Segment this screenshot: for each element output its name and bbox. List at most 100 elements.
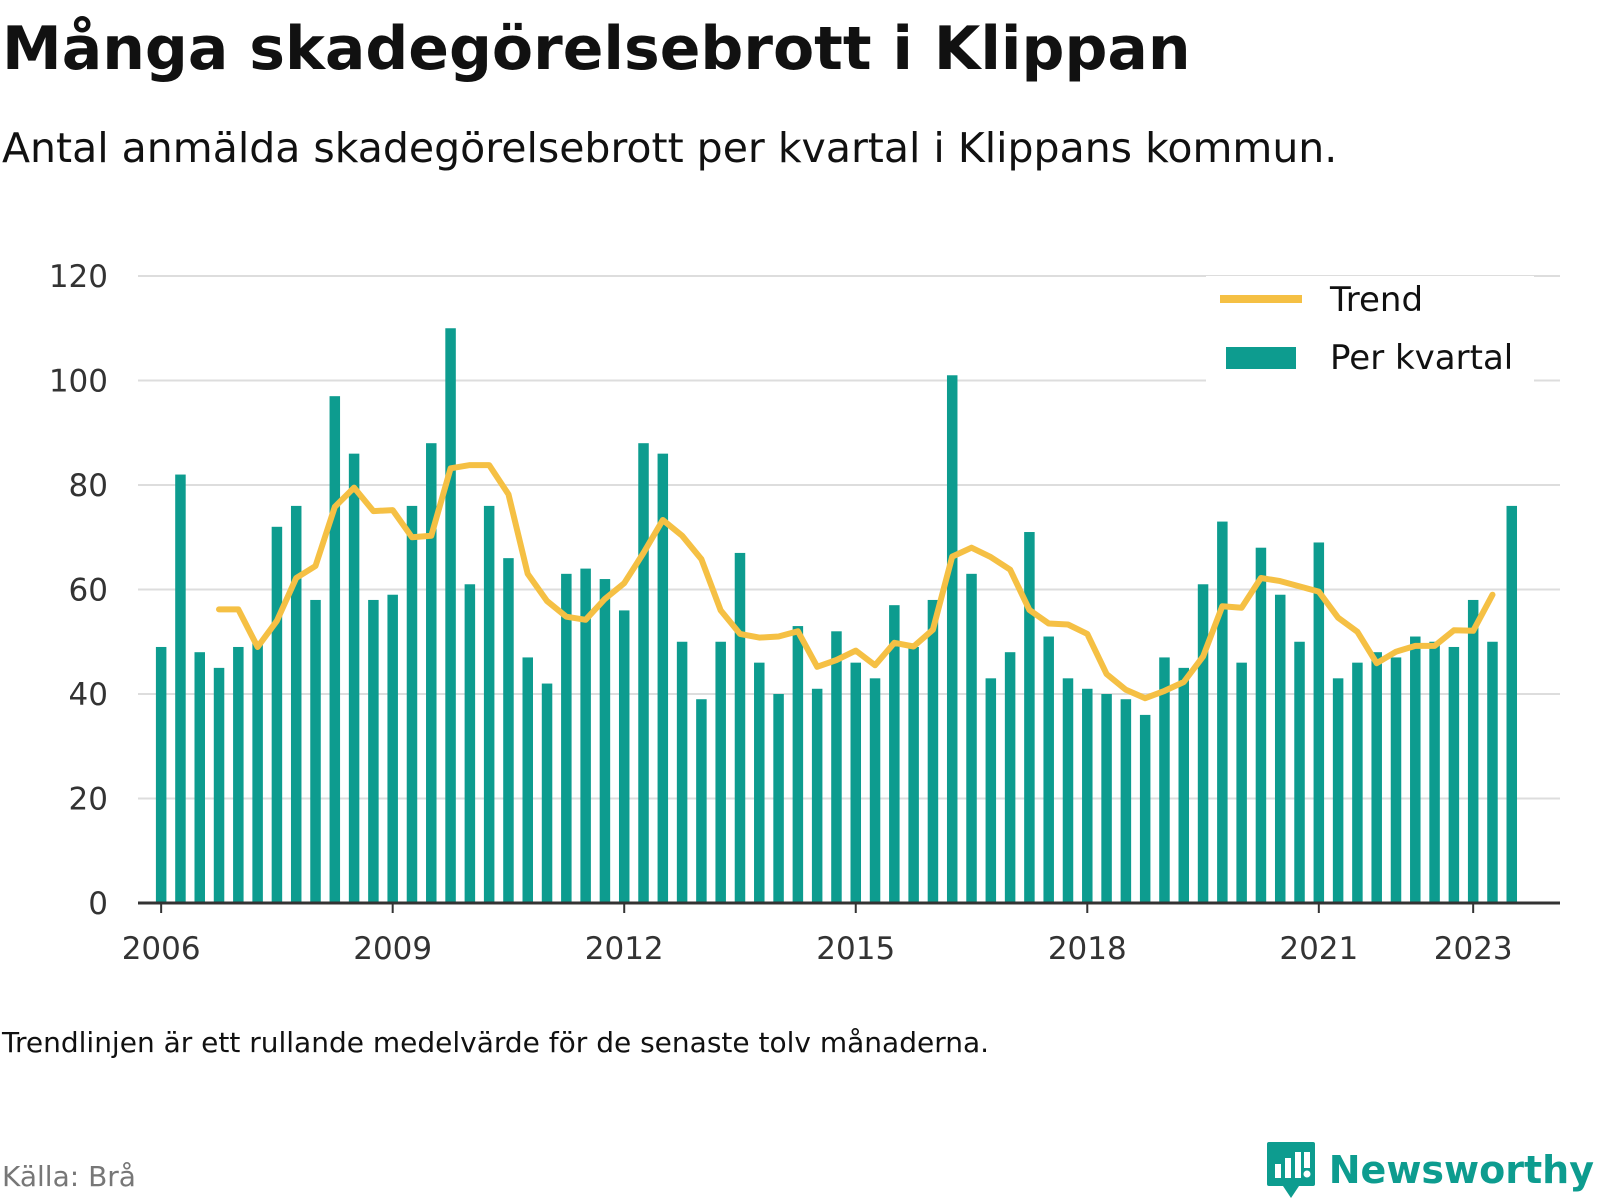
bar	[1274, 594, 1286, 903]
brand-name: Newsworthy	[1328, 1148, 1594, 1192]
y-tick-label: 60	[69, 573, 108, 609]
bar	[1197, 584, 1209, 903]
bar	[754, 662, 765, 903]
bar	[773, 694, 784, 903]
trend-line	[216, 462, 1496, 702]
bar	[696, 699, 707, 903]
legend-bar-label: Per kvartal	[1330, 338, 1513, 378]
bar	[831, 631, 842, 903]
bar	[271, 526, 283, 903]
bar	[1120, 699, 1132, 903]
bar	[233, 646, 244, 903]
bar	[1024, 532, 1035, 903]
bar	[638, 443, 649, 903]
bar	[580, 568, 591, 903]
bar	[811, 688, 823, 903]
bar	[387, 594, 398, 903]
bar	[1043, 636, 1054, 903]
y-tick-label: 120	[49, 259, 108, 295]
bar	[290, 505, 302, 903]
bar	[368, 599, 379, 903]
bar	[541, 683, 553, 903]
bar	[1506, 505, 1518, 903]
bar	[1313, 542, 1325, 903]
bar	[1467, 599, 1479, 903]
chart-subtitle: Antal anmälda skadegörelsebrott per kvar…	[2, 124, 1338, 172]
bar	[175, 474, 186, 903]
bar	[889, 605, 900, 903]
bar	[1062, 678, 1074, 903]
chart-title: Många skadegörelsebrott i Klippan	[2, 14, 1191, 84]
newsworthy-brand: Newsworthy	[1265, 1140, 1594, 1200]
legend: Trend Per kvartal	[1206, 276, 1534, 382]
y-tick-label: 40	[69, 677, 108, 713]
bar	[1487, 641, 1498, 903]
bar	[155, 646, 167, 903]
bar	[946, 375, 958, 903]
x-tick-label: 2012	[585, 931, 664, 967]
bar	[1004, 652, 1016, 903]
bar	[310, 599, 321, 903]
bar	[792, 626, 804, 903]
bar	[715, 641, 726, 903]
bar	[618, 610, 630, 903]
bar	[985, 678, 997, 903]
bar	[406, 505, 418, 903]
legend-bar-swatch	[1226, 347, 1296, 369]
bar	[213, 667, 225, 903]
bar	[850, 662, 862, 903]
y-tick-label: 20	[69, 782, 108, 818]
bar	[252, 641, 263, 903]
bar	[1294, 641, 1305, 903]
x-tick-label: 2006	[122, 931, 201, 967]
bar	[1371, 652, 1382, 903]
y-tick-label: 0	[88, 886, 108, 922]
x-tick-label: 2023	[1434, 931, 1513, 967]
bar	[1390, 657, 1402, 903]
bar	[1429, 641, 1440, 903]
x-tick-label: 2009	[353, 931, 432, 967]
bar	[1236, 662, 1247, 903]
bar	[908, 646, 919, 903]
x-tick-label: 2015	[816, 931, 895, 967]
legend-trend-label: Trend	[1329, 280, 1423, 320]
bar	[329, 396, 341, 903]
bar	[1448, 646, 1460, 903]
y-tick-label: 100	[49, 364, 108, 400]
bar	[869, 678, 881, 903]
bar	[348, 453, 360, 903]
x-tick-label: 2018	[1048, 931, 1127, 967]
bar	[599, 579, 611, 903]
bars-per-kvartal	[155, 328, 1518, 903]
footnote: Trendlinjen är ett rullande medelvärde f…	[2, 1026, 990, 1059]
bar	[1255, 547, 1267, 903]
trend-polyline	[216, 462, 1496, 702]
x-axis: 2006 2009 2012 2015 2018 2021 2023	[122, 901, 1560, 967]
bar	[194, 652, 205, 903]
bar	[927, 599, 939, 903]
bar	[1178, 667, 1190, 903]
bar	[1410, 636, 1421, 903]
newsworthy-logo-icon	[1266, 1142, 1315, 1198]
bar	[483, 505, 495, 903]
y-tick-label: 80	[69, 468, 108, 504]
source-credit: Källa: Brå	[2, 1160, 136, 1193]
bar	[1139, 714, 1151, 903]
bar	[426, 443, 437, 903]
y-axis-labels: 0 20 40 60 80 100 120	[49, 259, 108, 922]
bar	[445, 328, 456, 903]
bar	[561, 573, 572, 903]
x-tick-label: 2021	[1279, 931, 1358, 967]
bar	[657, 453, 669, 903]
bar	[676, 641, 688, 903]
bar	[1082, 688, 1093, 903]
bar-chart: 0 20 40 60 80 100 120 2006 2009 2012 2015 2018 2021…	[49, 259, 1560, 967]
bar	[734, 552, 746, 903]
bar	[966, 573, 977, 903]
bar	[1352, 662, 1363, 903]
bar	[1101, 694, 1112, 903]
bar	[503, 558, 514, 903]
bar	[1159, 657, 1170, 903]
bar	[1332, 678, 1344, 903]
bar	[1217, 521, 1228, 903]
